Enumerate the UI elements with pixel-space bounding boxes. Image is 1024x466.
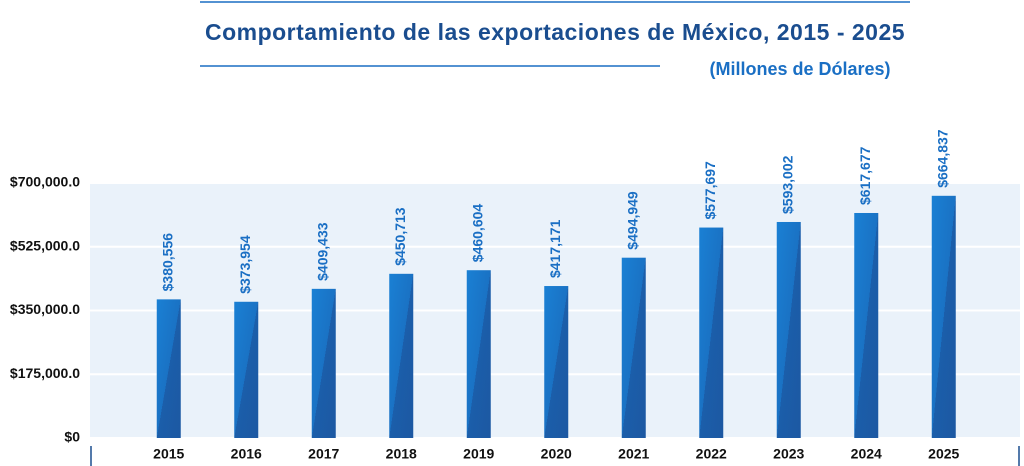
x-tick-label: 2021 [618,446,649,462]
value-label: $617,677 [857,146,873,205]
bar [699,227,724,438]
y-tick-label: $525,000.0 [10,237,80,253]
x-tick-label: 2025 [928,446,959,462]
y-tick-label: $0 [64,429,80,445]
x-tick-label: 2020 [541,446,572,462]
value-label: $409,433 [314,222,330,281]
x-tick-label: 2017 [308,446,339,462]
y-tick-label: $175,000.0 [10,365,80,381]
bar [311,288,336,438]
y-tick-label: $350,000.0 [10,301,80,317]
bar [544,286,569,438]
value-label: $417,171 [547,219,563,278]
x-tick-label: 2018 [386,446,417,462]
value-label: $373,954 [237,235,253,294]
bar [776,221,801,438]
x-tick-label: 2023 [773,446,804,462]
bar [234,301,259,438]
bar [621,257,646,438]
value-label: $664,837 [934,129,950,188]
value-label: $494,949 [624,191,640,250]
value-label: $450,713 [392,207,408,266]
bar [854,212,879,438]
x-tick-label: 2024 [851,446,882,462]
chart-subtitle: (Millones de Dólares) [709,59,890,79]
bar [156,299,181,438]
value-label: $460,604 [469,204,485,263]
x-tick-label: 2015 [153,446,184,462]
y-tick-label: $700,000.0 [10,174,80,190]
chart-title: Comportamiento de las exportaciones de M… [205,19,905,45]
value-label: $380,556 [159,233,175,292]
bar [466,270,491,438]
x-tick-label: 2019 [463,446,494,462]
bar [931,195,956,438]
bar [389,273,414,438]
x-tick-label: 2016 [231,446,262,462]
value-label: $577,697 [702,161,718,220]
x-tick-label: 2022 [696,446,727,462]
value-label: $593,002 [779,155,795,214]
